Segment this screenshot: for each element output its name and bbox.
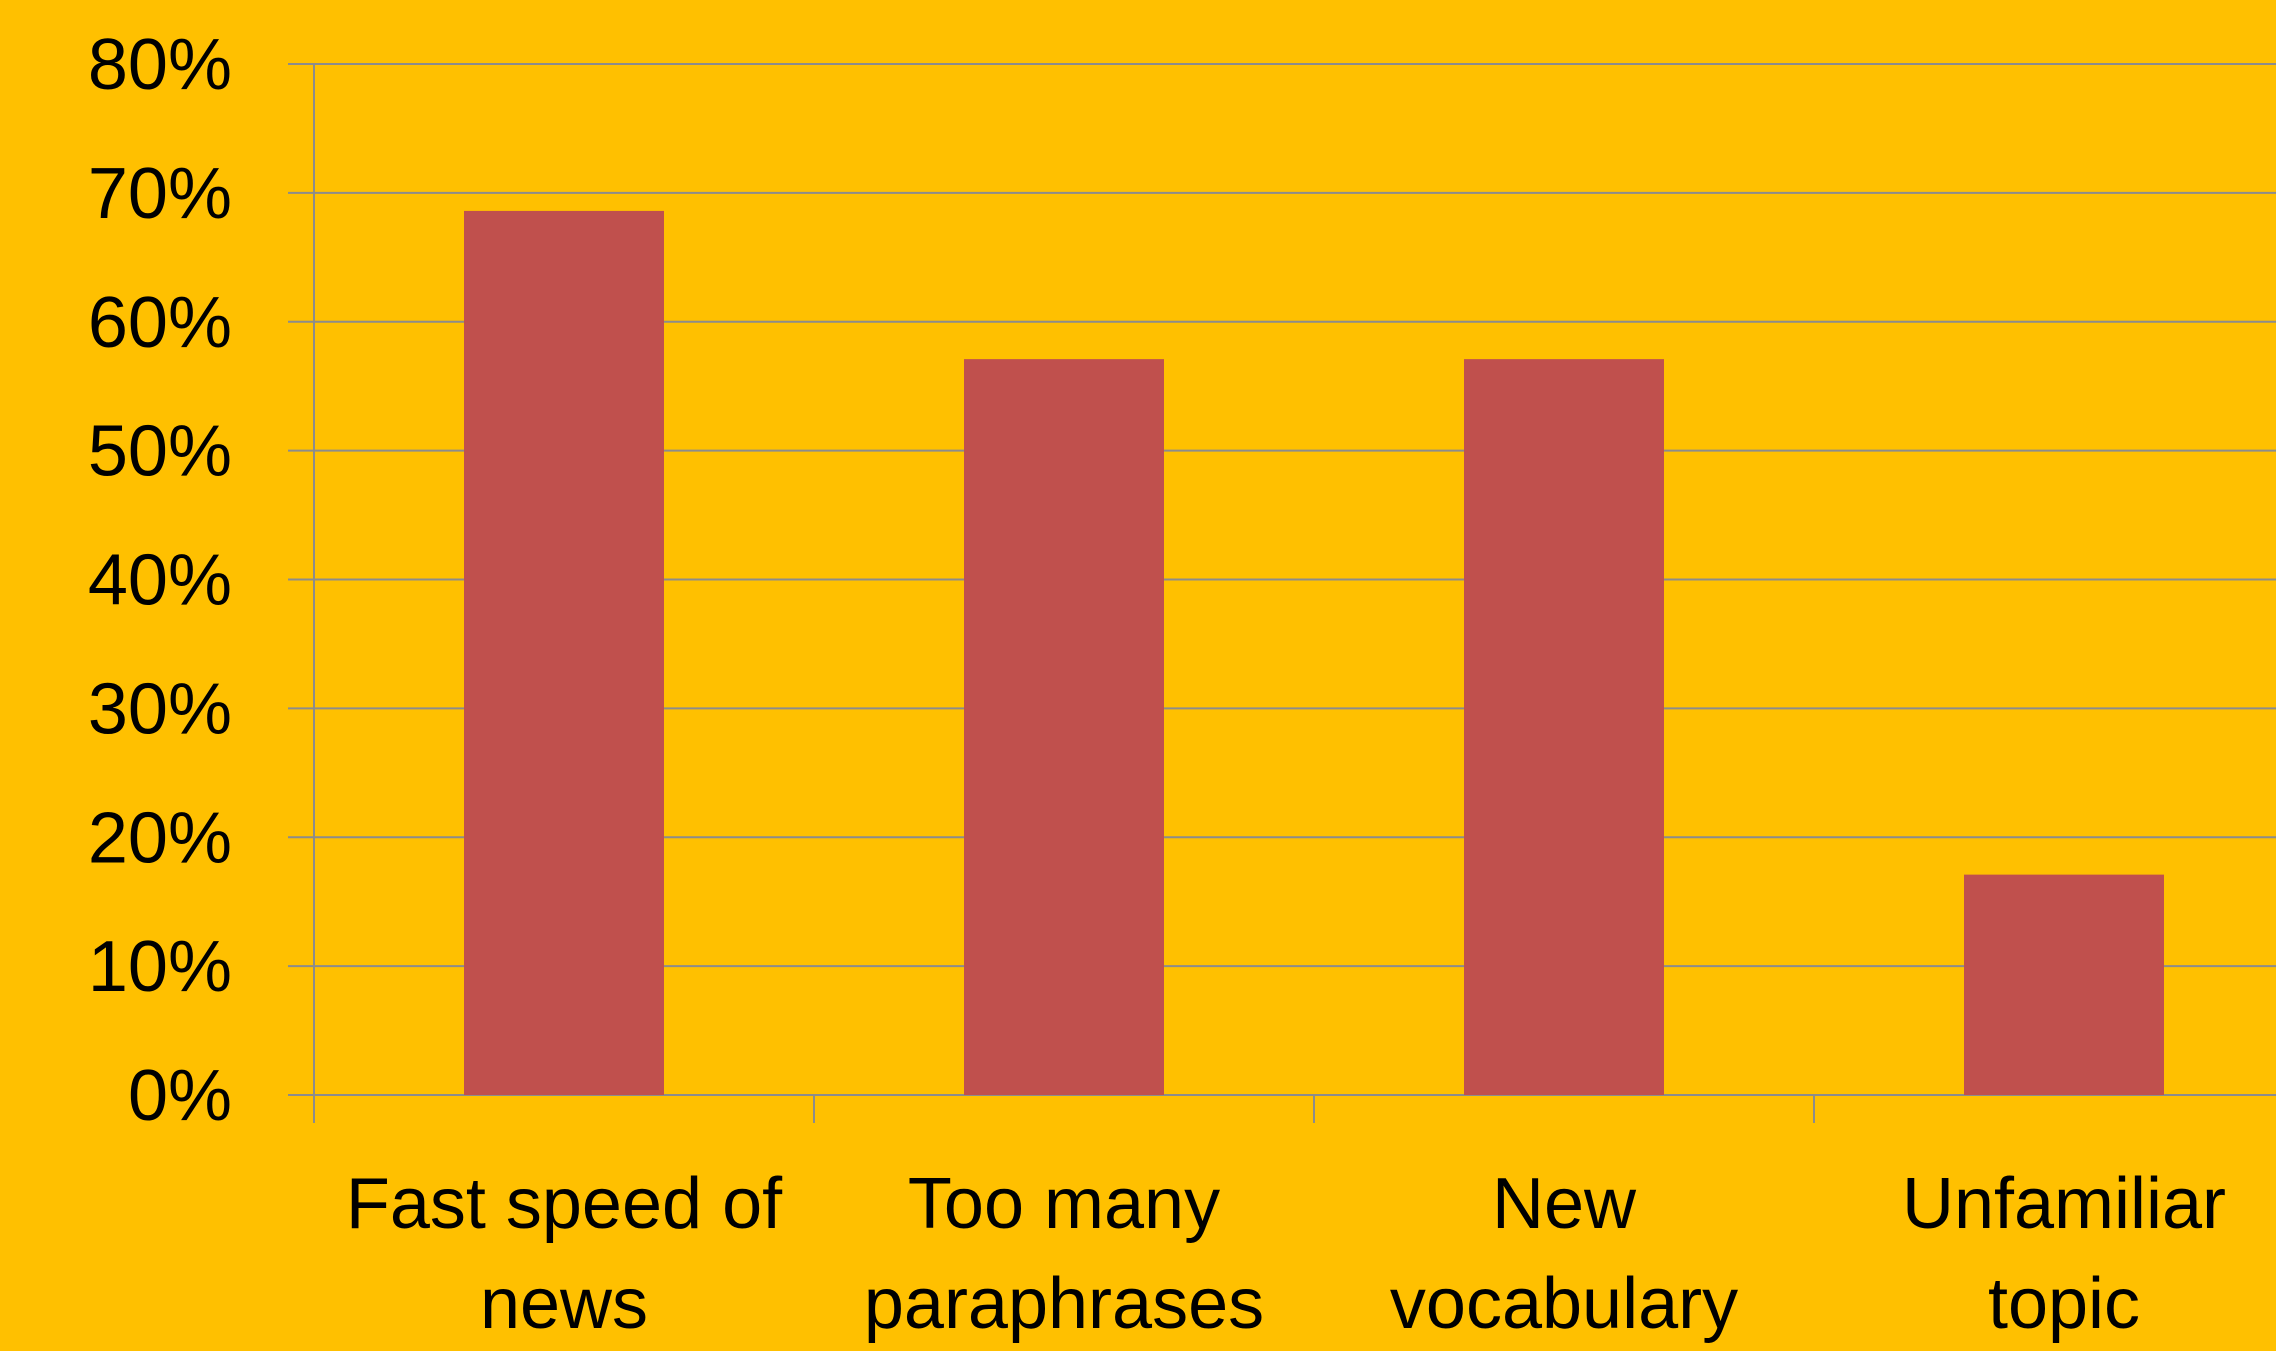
bar xyxy=(1964,874,2164,1095)
x-category-label-line: topic xyxy=(1988,1264,2140,1344)
y-tick-label: 30% xyxy=(88,669,232,749)
bars xyxy=(464,210,2164,1096)
x-category-label-line: paraphrases xyxy=(864,1264,1264,1344)
bar xyxy=(964,359,1164,1095)
y-tick-label: 50% xyxy=(88,412,232,492)
bar xyxy=(1464,359,1664,1095)
x-category-label-line: New xyxy=(1492,1164,1637,1244)
x-category-label-line: vocabulary xyxy=(1390,1264,1738,1344)
bar xyxy=(464,210,664,1096)
x-category-label-line: Fast speed of xyxy=(346,1164,783,1244)
y-tick-label: 10% xyxy=(88,927,232,1007)
x-category-label: Fast speed of news xyxy=(346,1164,783,1344)
x-category-label: Unfamiliar topic xyxy=(1902,1164,2226,1344)
y-tick-label: 0% xyxy=(128,1056,232,1136)
y-tick-label: 80% xyxy=(88,25,232,105)
axes xyxy=(288,63,1815,1123)
x-category-labels: Fast speed of news Too many paraphrases New v… xyxy=(346,1164,2226,1344)
y-tick-label: 70% xyxy=(88,154,232,234)
x-category-label-line: Unfamiliar xyxy=(1902,1164,2226,1244)
y-tick-label: 40% xyxy=(88,541,232,621)
x-category-label-line: Too many xyxy=(908,1164,1220,1244)
y-tick-label: 20% xyxy=(88,798,232,878)
x-category-label-line: news xyxy=(480,1264,648,1344)
y-tick-labels: 0% 10% 20% 30% 40% 50% 60% 70% 80% xyxy=(88,25,232,1136)
y-tick-label: 60% xyxy=(88,283,232,363)
x-category-label: Too many paraphrases xyxy=(864,1164,1264,1344)
x-category-label: New vocabulary xyxy=(1390,1164,1738,1344)
